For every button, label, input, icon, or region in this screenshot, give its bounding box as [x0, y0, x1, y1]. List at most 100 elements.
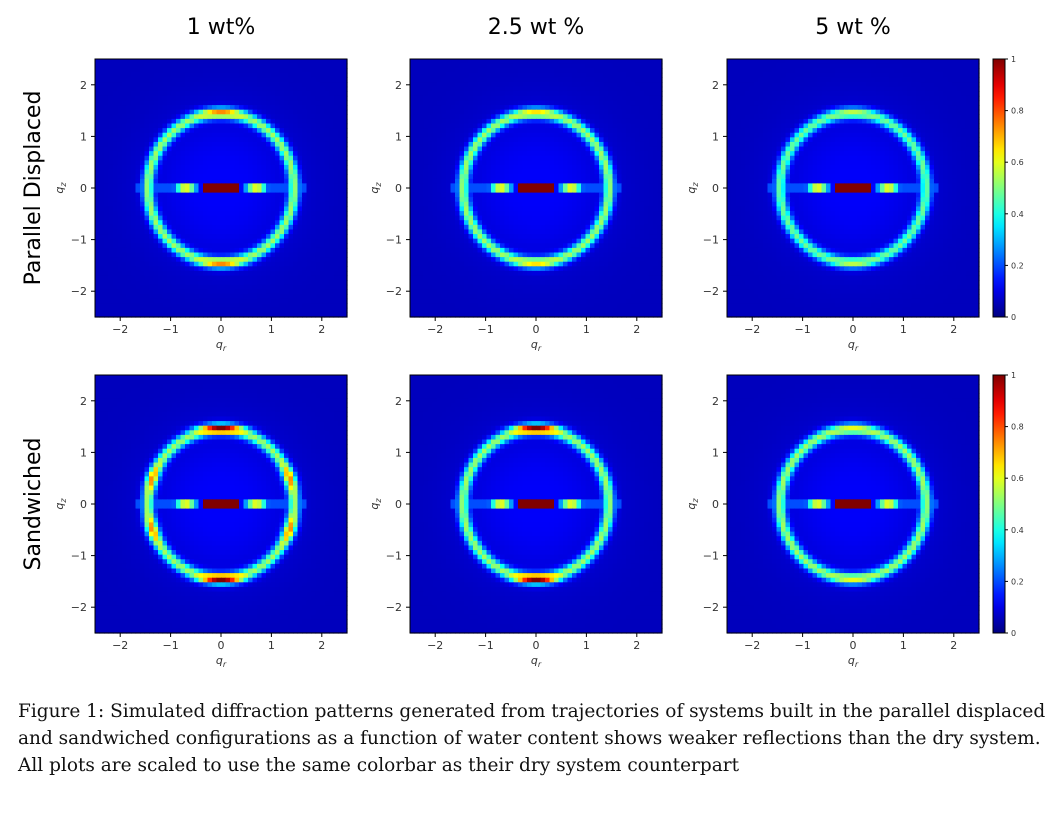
- heatmap-cell: [239, 137, 245, 143]
- heatmap-cell: [257, 188, 263, 194]
- heatmap-cell: [423, 206, 429, 212]
- heatmap-cell: [293, 72, 299, 79]
- heatmap-cell: [635, 155, 641, 161]
- heatmap-cell: [567, 192, 573, 198]
- heatmap-cell: [648, 59, 654, 65]
- heatmap-cell: [239, 293, 245, 300]
- heatmap-cell: [207, 284, 213, 290]
- heatmap-cell: [342, 220, 348, 226]
- heatmap-cell: [630, 123, 636, 129]
- heatmap-cell: [446, 164, 452, 171]
- heatmap-cell: [428, 63, 434, 69]
- heatmap-cell: [99, 174, 105, 180]
- heatmap-cell: [536, 72, 542, 79]
- heatmap-cell: [333, 201, 339, 208]
- heatmap-cell: [270, 146, 276, 152]
- heatmap-cell: [194, 114, 200, 120]
- heatmap-cell: [135, 188, 141, 194]
- heatmap-cell: [257, 224, 263, 231]
- heatmap-cell: [459, 100, 465, 106]
- heatmap-cell: [180, 128, 186, 134]
- heatmap-cell: [239, 174, 245, 180]
- heatmap-cell: [612, 146, 618, 152]
- heatmap-cell: [279, 275, 285, 281]
- heatmap-cell: [567, 201, 573, 208]
- heatmap-cell: [194, 63, 200, 69]
- heatmap-cell: [306, 151, 312, 157]
- heatmap-cell: [194, 128, 200, 134]
- heatmap-cell: [230, 197, 236, 203]
- heatmap-cell: [198, 174, 204, 180]
- heatmap-cell: [450, 68, 456, 74]
- heatmap-cell: [531, 169, 537, 175]
- heatmap-cell: [617, 132, 623, 138]
- heatmap-cell: [149, 105, 155, 111]
- heatmap-cell: [599, 59, 605, 65]
- heatmap-cell: [612, 141, 618, 148]
- heatmap-cell: [324, 137, 330, 143]
- heatmap-cell: [149, 234, 155, 240]
- heatmap-cell: [342, 266, 348, 272]
- heatmap-cell: [113, 77, 119, 83]
- heatmap-cell: [554, 118, 560, 125]
- heatmap-cell: [180, 280, 186, 286]
- heatmap-cell: [293, 105, 299, 111]
- heatmap-cell: [315, 114, 321, 120]
- heatmap-cell: [581, 206, 587, 212]
- heatmap-cell: [419, 132, 425, 138]
- heatmap-cell: [450, 141, 456, 148]
- heatmap-cell: [203, 257, 209, 263]
- heatmap-cell: [585, 183, 591, 189]
- heatmap-cell: [599, 86, 605, 92]
- heatmap-cell: [126, 123, 132, 129]
- heatmap-cell: [576, 63, 582, 69]
- heatmap-cell: [599, 201, 605, 208]
- heatmap-cell: [95, 289, 101, 295]
- heatmap-cell: [212, 289, 218, 295]
- heatmap-cell: [320, 151, 326, 157]
- heatmap-cell: [230, 178, 236, 184]
- heatmap-cell: [230, 164, 236, 171]
- heatmap-cell: [419, 95, 425, 102]
- heatmap-cell: [576, 114, 582, 120]
- heatmap-cell: [167, 284, 173, 290]
- heatmap-cell: [486, 197, 492, 203]
- heatmap-cell: [630, 178, 636, 184]
- heatmap-cell: [266, 95, 272, 102]
- heatmap-cell: [482, 188, 488, 194]
- heatmap-cell: [234, 100, 240, 106]
- heatmap-cell: [653, 155, 659, 161]
- heatmap-cell: [423, 164, 429, 171]
- heatmap-cell: [158, 132, 164, 138]
- heatmap-cell: [257, 183, 263, 189]
- heatmap-cell: [95, 211, 101, 217]
- heatmap-cell: [180, 243, 186, 249]
- heatmap-cell: [315, 215, 321, 221]
- heatmap-cell: [657, 160, 663, 166]
- heatmap-cell: [248, 95, 254, 102]
- heatmap-cell: [320, 284, 326, 290]
- heatmap-cell: [450, 197, 456, 203]
- heatmap-cell: [464, 86, 470, 92]
- heatmap-cell: [252, 197, 258, 203]
- heatmap-cell: [189, 275, 195, 281]
- heatmap-cell: [630, 164, 636, 171]
- heatmap-cell: [257, 234, 263, 240]
- heatmap-cell: [126, 312, 132, 318]
- heatmap-cell: [513, 82, 519, 88]
- heatmap-cell: [99, 224, 105, 231]
- heatmap-cell: [99, 77, 105, 83]
- heatmap-cell: [266, 229, 272, 235]
- heatmap-cell: [185, 82, 191, 88]
- heatmap-cell: [203, 91, 209, 97]
- heatmap-cell: [518, 201, 524, 208]
- heatmap-cell: [131, 289, 137, 295]
- heatmap-cell: [590, 137, 596, 143]
- heatmap-cell: [504, 155, 510, 161]
- heatmap-cell: [504, 201, 510, 208]
- heatmap-cell: [135, 155, 141, 161]
- heatmap-cell: [423, 155, 429, 161]
- heatmap-cell: [486, 174, 492, 180]
- heatmap-cell: [275, 68, 281, 74]
- heatmap-cell: [176, 141, 182, 148]
